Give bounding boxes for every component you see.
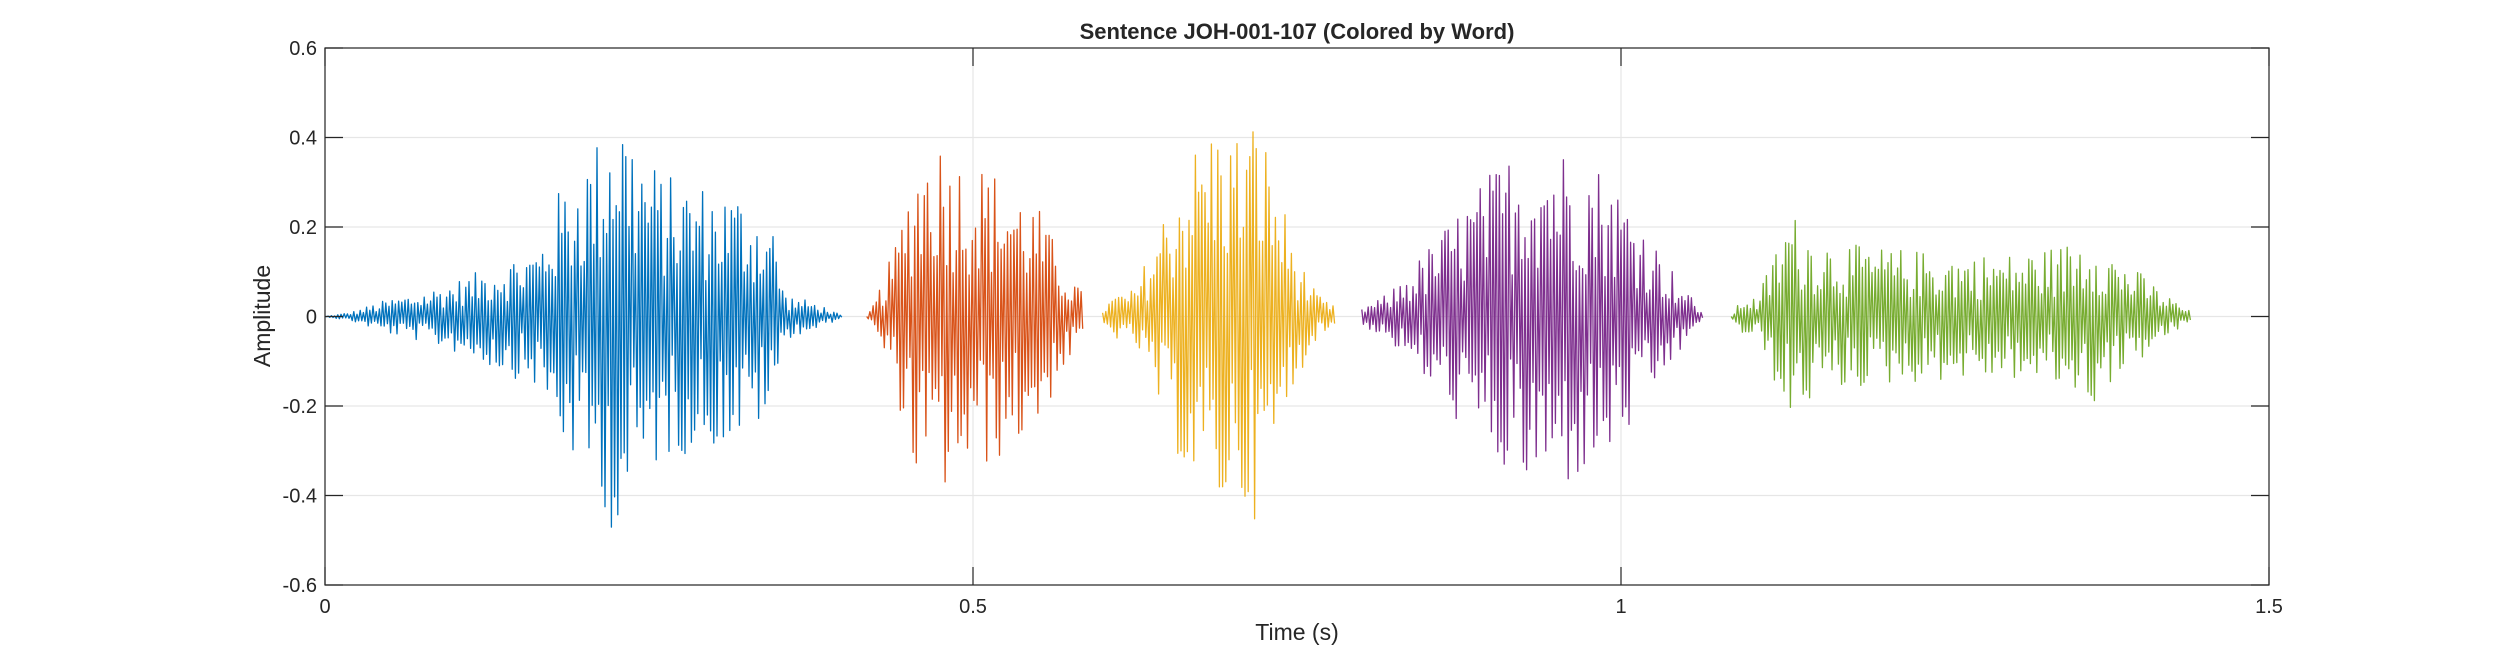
x-axis-label: Time (s) — [1255, 619, 1338, 645]
axis-ticks: 0 0.5 1 1.5 -0.6 -0.4 -0.2 0 0.2 0.4 0.6 — [283, 38, 2283, 618]
x-tick-label: 0.5 — [959, 596, 987, 618]
chart-title: Sentence JOH-001-107 (Colored by Word) — [1080, 19, 1515, 44]
word-segment-4 — [1361, 159, 1704, 480]
x-tick-label: 1 — [1615, 596, 1626, 618]
x-tick-label: 0 — [319, 596, 330, 618]
waveform-series — [324, 131, 2192, 528]
y-axis-label: Amplitude — [249, 265, 275, 367]
y-tick-label: 0.4 — [289, 128, 317, 150]
word-segment-3 — [1101, 131, 1336, 520]
word-segment-2 — [866, 155, 1084, 483]
y-tick-label: 0.6 — [289, 38, 317, 60]
y-tick-label: -0.2 — [283, 396, 317, 418]
word-segment-1 — [324, 143, 843, 528]
y-tick-label: -0.6 — [283, 575, 317, 597]
y-tick-label: 0.2 — [289, 217, 317, 239]
y-tick-label: 0 — [306, 307, 317, 329]
y-tick-label: -0.4 — [283, 486, 317, 508]
word-segment-5 — [1730, 219, 2192, 409]
x-tick-label: 1.5 — [2255, 596, 2283, 618]
